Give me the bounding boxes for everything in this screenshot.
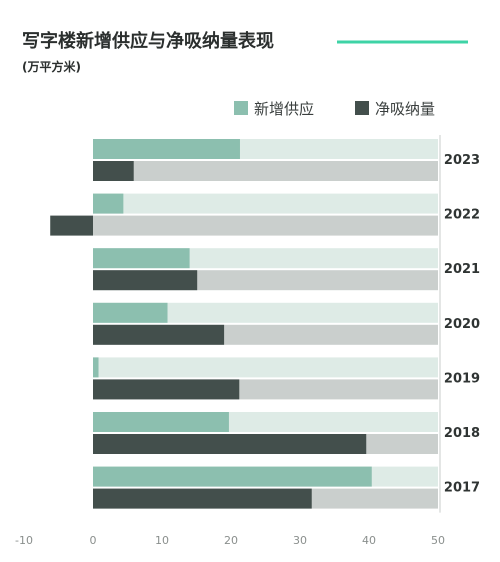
bar-absorption-2023 xyxy=(93,161,134,181)
x-axis: -10 0 10 20 30 40 50 xyxy=(15,534,445,547)
x-tick-label: 30 xyxy=(293,534,307,547)
bar-supply-2019 xyxy=(93,357,99,378)
legend-swatch-absorption xyxy=(355,101,369,115)
bar-absorption-2017 xyxy=(93,488,312,509)
x-tick-label: 0 xyxy=(90,534,97,547)
category-label: 2021 xyxy=(444,262,480,277)
bar-track-absorption xyxy=(93,215,438,236)
bar-supply-2017 xyxy=(93,466,372,487)
category-label: 2018 xyxy=(444,426,480,441)
x-tick-label: 10 xyxy=(155,534,169,547)
category-label: 2020 xyxy=(444,317,480,332)
bar-absorption-2018 xyxy=(93,434,367,454)
chart-title: 写字楼新增供应与净吸纳量表现 xyxy=(22,30,274,52)
bar-absorption-2022 xyxy=(50,215,93,236)
category-label: 2019 xyxy=(444,371,480,386)
category-label: 2023 xyxy=(444,153,480,168)
x-tick-label: 20 xyxy=(224,534,238,547)
x-tick-label: -10 xyxy=(15,534,33,547)
x-tick-label: 40 xyxy=(362,534,376,547)
bar-track-supply xyxy=(93,357,438,378)
plot-area: 2023 2022 2021 2020 2019 2018 2017 xyxy=(50,135,480,513)
category-label: 2022 xyxy=(444,208,480,223)
bar-track-supply xyxy=(93,193,438,214)
bar-absorption-2019 xyxy=(93,379,240,400)
legend-label-absorption: 净吸纳量 xyxy=(375,100,435,118)
bar-track-supply xyxy=(93,302,438,323)
legend-label-supply: 新增供应 xyxy=(254,100,314,118)
bar-supply-2023 xyxy=(93,139,240,159)
x-tick-label: 50 xyxy=(431,534,445,547)
category-label: 2017 xyxy=(444,481,480,496)
bar-track-absorption xyxy=(93,161,438,181)
bar-absorption-2020 xyxy=(93,324,225,345)
bar-supply-2020 xyxy=(93,302,168,323)
legend-swatch-supply xyxy=(234,101,248,115)
bar-supply-2021 xyxy=(93,248,190,269)
bar-supply-2022 xyxy=(93,193,124,214)
bar-supply-2018 xyxy=(93,412,229,432)
chart-subtitle: (万平方米) xyxy=(22,59,81,74)
bar-absorption-2021 xyxy=(93,270,198,291)
